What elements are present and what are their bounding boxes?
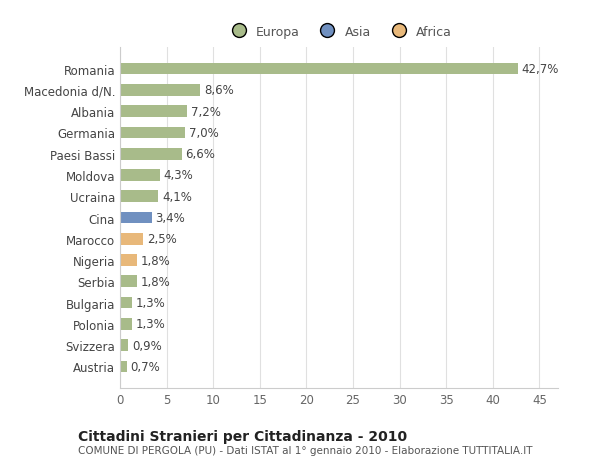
Text: 7,0%: 7,0% [189, 127, 219, 140]
Text: 7,2%: 7,2% [191, 106, 221, 118]
Text: 1,8%: 1,8% [140, 275, 170, 288]
Text: 1,3%: 1,3% [136, 297, 166, 309]
Text: 0,9%: 0,9% [132, 339, 162, 352]
Bar [120, 361, 127, 372]
Bar [120, 191, 158, 202]
Bar [120, 170, 160, 181]
Bar [120, 85, 200, 96]
Bar [120, 64, 518, 75]
Bar [120, 340, 128, 351]
Text: 4,1%: 4,1% [162, 190, 192, 203]
Bar [120, 276, 137, 287]
Legend: Europa, Asia, Africa: Europa, Asia, Africa [221, 21, 457, 44]
Bar [120, 318, 132, 330]
Bar [120, 234, 143, 245]
Text: Cittadini Stranieri per Cittadinanza - 2010: Cittadini Stranieri per Cittadinanza - 2… [78, 429, 407, 443]
Bar [120, 212, 152, 224]
Bar [120, 255, 137, 266]
Text: 1,3%: 1,3% [136, 318, 166, 330]
Bar [120, 106, 187, 118]
Text: 2,5%: 2,5% [147, 233, 177, 246]
Text: 4,3%: 4,3% [164, 169, 194, 182]
Text: 8,6%: 8,6% [204, 84, 233, 97]
Text: COMUNE DI PERGOLA (PU) - Dati ISTAT al 1° gennaio 2010 - Elaborazione TUTTITALIA: COMUNE DI PERGOLA (PU) - Dati ISTAT al 1… [78, 445, 533, 455]
Text: 1,8%: 1,8% [140, 254, 170, 267]
Bar [120, 297, 132, 309]
Text: 42,7%: 42,7% [521, 63, 559, 76]
Text: 3,4%: 3,4% [155, 212, 185, 224]
Text: 0,7%: 0,7% [130, 360, 160, 373]
Bar [120, 127, 185, 139]
Text: 6,6%: 6,6% [185, 148, 215, 161]
Bar [120, 149, 182, 160]
